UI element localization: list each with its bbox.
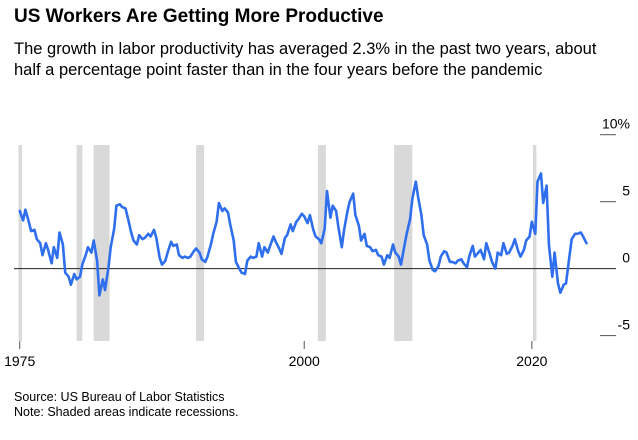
y-tick-label-1: 5 bbox=[622, 183, 630, 199]
chart-subtitle: The growth in labor productivity has ave… bbox=[14, 40, 597, 79]
recession-band-3 bbox=[196, 145, 205, 341]
y-tick-label-0: 10% bbox=[602, 116, 630, 132]
recession-band-2 bbox=[93, 145, 110, 341]
recession-band-6 bbox=[532, 145, 537, 341]
x-tick-label-0: 1975 bbox=[4, 353, 35, 369]
x-tick-label-1: 2000 bbox=[289, 353, 320, 369]
recession-note: Note: Shaded areas indicate recessions. bbox=[14, 405, 239, 419]
recession-band-1 bbox=[76, 145, 83, 341]
source-note: Source: US Bureau of Labor Statistics bbox=[14, 390, 225, 404]
chart-title: US Workers Are Getting More Productive bbox=[14, 6, 384, 27]
tick-layer: 10% 5 0 -5 1975 2000 2020 bbox=[4, 116, 630, 369]
line-layer bbox=[18, 172, 588, 297]
recession-band-5 bbox=[394, 145, 413, 341]
x-tick-label-2: 2020 bbox=[516, 353, 547, 369]
recession-band-0 bbox=[18, 145, 22, 341]
series-line-0 bbox=[18, 172, 588, 297]
y-tick-label-3: -5 bbox=[618, 317, 631, 333]
chart-footer: Source: US Bureau of Labor Statistics No… bbox=[14, 390, 238, 420]
y-tick-label-2: 0 bbox=[622, 250, 630, 266]
